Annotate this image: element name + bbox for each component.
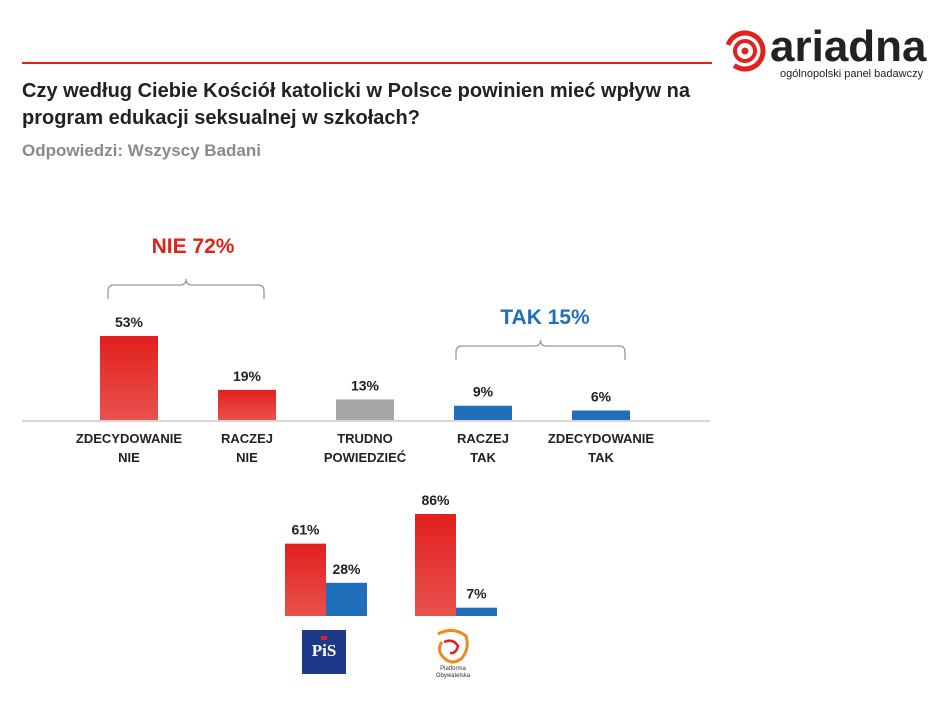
bar-value-label-4: 6% (591, 388, 612, 404)
category-label-4-line-0: ZDECYDOWANIE (548, 431, 655, 446)
party-bar-1-0 (415, 514, 456, 616)
category-label-0-line-0: ZDECYDOWANIE (76, 431, 183, 446)
chart-title: Czy według Ciebie Kościół katolicki w Po… (22, 80, 690, 129)
bar-2 (336, 399, 394, 420)
header-divider (22, 62, 712, 64)
bar-value-label-0: 53% (115, 314, 144, 330)
bar-3 (454, 405, 512, 420)
ariadna-logo-icon (724, 30, 766, 72)
pis-logo: PiS (302, 630, 346, 674)
category-label-2-line-0: TRUDNO (337, 431, 393, 446)
party-bar-value-label-1-0: 86% (421, 492, 450, 508)
party-bar-value-label-0-0: 61% (291, 522, 320, 538)
party-bar-0-1 (326, 582, 367, 616)
nie-bracket (107, 278, 265, 299)
bar-4 (572, 410, 630, 420)
tak-bracket (455, 339, 626, 360)
category-label-3-line-1: TAK (470, 450, 496, 465)
ariadna-wordmark: ariadna (770, 22, 927, 71)
bar-value-label-3: 9% (473, 384, 494, 400)
po-logo-line-2: Obywatelska (435, 673, 471, 679)
po-logo-icon (437, 629, 469, 664)
po-logo-line-1: Platforma (440, 666, 466, 672)
category-label-1-line-1: NIE (236, 450, 258, 465)
bar-1 (218, 389, 276, 420)
bar-value-label-1: 19% (233, 368, 262, 384)
bar-0 (100, 336, 158, 420)
bar-value-label-2: 13% (351, 377, 380, 393)
po-logo: Platforma Obywatelska (426, 628, 480, 682)
nie-group-label: NIE 72% (152, 235, 235, 258)
category-label-0-line-1: NIE (118, 450, 140, 465)
category-label-3-line-0: RACZEJ (457, 431, 509, 446)
party-bar-value-label-0-1: 28% (332, 561, 361, 577)
category-label-2-line-1: POWIEDZIEĆ (324, 450, 407, 465)
ariadna-logo: ariadna ogólnopolski panel badawczy (722, 22, 932, 84)
category-label-4-line-1: TAK (588, 450, 614, 465)
ariadna-tagline: ogólnopolski panel badawczy (780, 68, 924, 80)
pis-logo-text: PiS (311, 641, 337, 660)
tak-group-label: TAK 15% (500, 306, 590, 329)
party-bar-0-0 (285, 543, 326, 616)
chart-subtitle: Odpowiedzi: Wszyscy Badani (22, 141, 261, 160)
party-bar-value-label-1-1: 7% (466, 586, 487, 602)
category-label-1-line-0: RACZEJ (221, 431, 273, 446)
party-bar-1-1 (456, 607, 497, 616)
